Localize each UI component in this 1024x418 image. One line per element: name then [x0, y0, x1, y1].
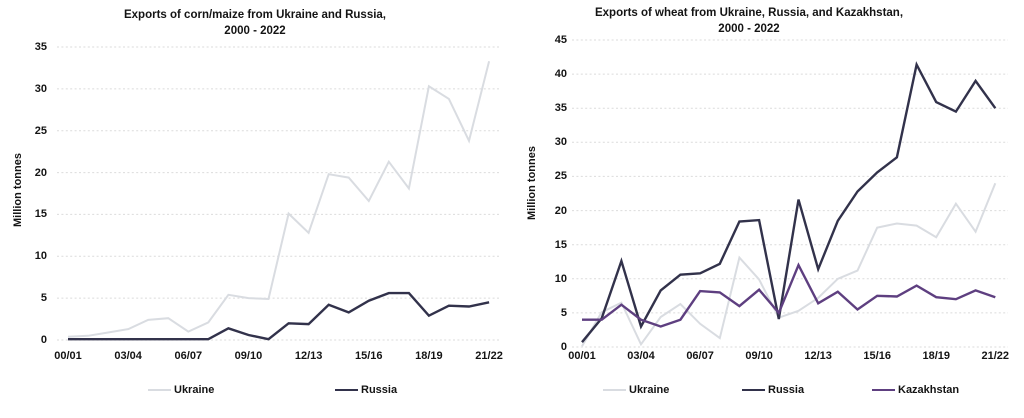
legend-item-kazakhstan: Kazakhstan [872, 384, 959, 396]
corn-chart-title-line2: 2000 - 2022 [224, 25, 286, 37]
x-axis-tick-label: 06/07 [686, 350, 714, 362]
legend-label: Russia [768, 384, 805, 396]
y-axis-tick-label: 40 [554, 68, 567, 81]
russia-series-line [581, 61, 997, 343]
x-axis-tick-label: 12/13 [294, 350, 323, 362]
wheat-exports-chart: Exports of wheat from Ukraine, Russia, a… [512, 0, 1024, 418]
legend-label: Kazakhstan [898, 384, 960, 396]
ukraine-legend-swatch [603, 389, 626, 391]
y-axis-tick-label: 10 [554, 272, 567, 285]
y-axis-tick-label: 15 [554, 238, 567, 251]
x-axis-tick-label: 12/13 [804, 350, 832, 362]
x-axis-tick-label: 18/19 [922, 350, 950, 362]
y-axis-tick-label: 25 [554, 170, 567, 183]
x-axis-tick-label: 00/01 [54, 350, 82, 362]
y-axis-tick-label: 35 [34, 41, 47, 53]
y-axis-tick-label: 0 [560, 341, 567, 353]
y-axis-tick-label: 25 [34, 124, 47, 137]
y-axis-tick-label: 5 [40, 292, 47, 305]
y-axis-tick-label: 20 [34, 166, 47, 179]
legend-item-russia: Russia [335, 384, 397, 396]
corn-chart-title-line1: Exports of corn/maize from Ukraine and R… [123, 9, 387, 21]
russia-legend-swatch [335, 388, 358, 392]
x-axis-tick-label: 09/10 [234, 350, 263, 362]
legend-item-ukraine: Ukraine [603, 384, 669, 396]
corn-maize-exports-chart: Exports of corn/maize from Ukraine and R… [12, 7, 503, 396]
wheat-chart-title-line2: 2000 - 2022 [718, 23, 780, 35]
kazakhstan-legend-swatch [872, 388, 895, 392]
x-axis-tick-label: 18/19 [415, 350, 443, 362]
legend-item-russia: Russia [742, 384, 804, 396]
legend-item-ukraine: Ukraine [148, 384, 214, 396]
y-axis-tick-label: 20 [554, 204, 567, 217]
x-axis-tick-label: 03/04 [114, 350, 142, 362]
y-axis-tick-label: 30 [34, 82, 47, 95]
corn-chart-plot-area [57, 46, 499, 341]
y-axis-tick-label: 30 [554, 136, 567, 149]
x-axis-tick-label: 06/07 [174, 350, 203, 362]
x-axis-tick-label: 00/01 [568, 350, 596, 362]
ukraine-legend-swatch [148, 389, 171, 391]
y-axis-tick-label: 35 [554, 102, 567, 115]
x-axis-tick-label: 21/22 [981, 350, 1010, 362]
y-axis-tick-label: 45 [554, 34, 567, 46]
wheat-chart-title: Exports of wheat from Ukraine, Russia, a… [595, 5, 903, 37]
legend-label: Ukraine [629, 384, 670, 396]
x-axis-tick-label: 15/16 [863, 350, 891, 362]
x-axis-tick-label: 03/04 [627, 350, 655, 362]
legend-label: Russia [361, 384, 398, 396]
ukraine-series-line [581, 182, 997, 347]
x-axis-tick-label: 09/10 [745, 350, 773, 362]
kazakhstan-series-line [582, 262, 996, 328]
ukraine-series-line [67, 60, 491, 338]
y-axis-tick-label: 0 [40, 334, 47, 346]
x-axis-tick-label: 15/16 [354, 350, 383, 362]
x-axis-tick-label: 21/22 [475, 350, 503, 362]
wheat-chart-plot-area [572, 39, 1008, 348]
legend-label: Ukraine [174, 384, 215, 396]
wheat-chart-title-line1: Exports of wheat from Ukraine, Russia, a… [594, 7, 904, 19]
russia-legend-swatch [742, 388, 765, 392]
y-axis-tick-label: 10 [34, 250, 47, 263]
y-axis-tick-label: 15 [34, 208, 47, 221]
corn-chart-title: Exports of corn/maize from Ukraine and R… [124, 7, 386, 39]
y-axis-tick-label: 5 [560, 306, 567, 319]
russia-series-line [68, 291, 490, 341]
